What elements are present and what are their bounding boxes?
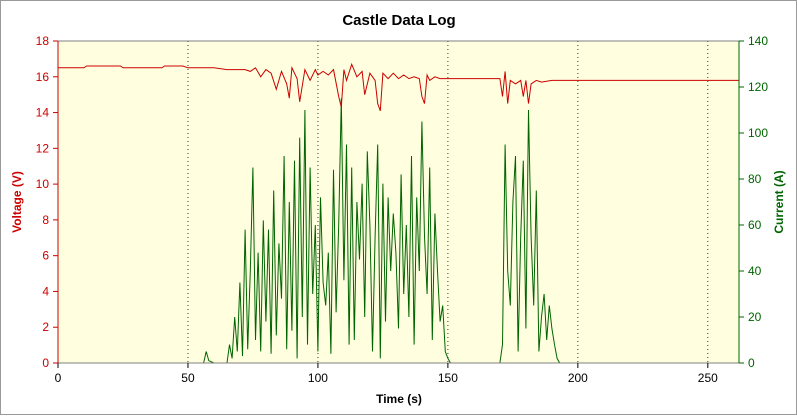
right-tick-label: 120 xyxy=(748,80,768,94)
right-tick-label: 140 xyxy=(748,34,768,48)
left-tick-label: 18 xyxy=(36,34,50,48)
left-tick-label: 2 xyxy=(42,320,49,334)
current-series xyxy=(58,98,739,364)
left-tick-label: 0 xyxy=(42,356,49,370)
right-tick-label: 40 xyxy=(748,264,762,278)
right-tick-label: 100 xyxy=(748,126,768,140)
left-tick-label: 14 xyxy=(36,106,50,120)
x-tick-label: 0 xyxy=(55,371,62,385)
left-tick-label: 6 xyxy=(42,249,49,263)
grid-lines xyxy=(187,41,709,363)
right-tick-label: 60 xyxy=(748,218,762,232)
left-tick-label: 12 xyxy=(36,141,50,155)
voltage-line xyxy=(58,62,739,111)
left-tick-label: 10 xyxy=(36,177,50,191)
chart-title: Castle Data Log xyxy=(342,12,455,29)
left-tick-label: 4 xyxy=(42,284,49,298)
x-axis-title: Time (s) xyxy=(376,392,422,406)
current-line xyxy=(58,98,739,364)
x-tick-label: 50 xyxy=(181,371,195,385)
left-axis-title: Voltage (V) xyxy=(10,171,24,233)
right-axis-ticks: 0 20 40 60 80 100 120 140 xyxy=(739,34,768,370)
left-axis-ticks: 0 2 4 6 8 10 12 14 16 18 xyxy=(36,34,58,370)
left-tick-label: 16 xyxy=(36,70,50,84)
x-tick-label: 100 xyxy=(308,371,328,385)
right-tick-label: 0 xyxy=(748,356,755,370)
right-tick-label: 80 xyxy=(748,172,762,186)
x-axis-ticks: 0 50 100 150 200 250 xyxy=(55,363,718,385)
right-axis-title: Current (A) xyxy=(772,170,786,233)
x-tick-label: 250 xyxy=(698,371,718,385)
right-tick-label: 20 xyxy=(748,310,762,324)
x-tick-label: 150 xyxy=(438,371,458,385)
x-tick-label: 200 xyxy=(568,371,588,385)
voltage-series xyxy=(58,62,739,111)
left-tick-label: 8 xyxy=(42,213,49,227)
